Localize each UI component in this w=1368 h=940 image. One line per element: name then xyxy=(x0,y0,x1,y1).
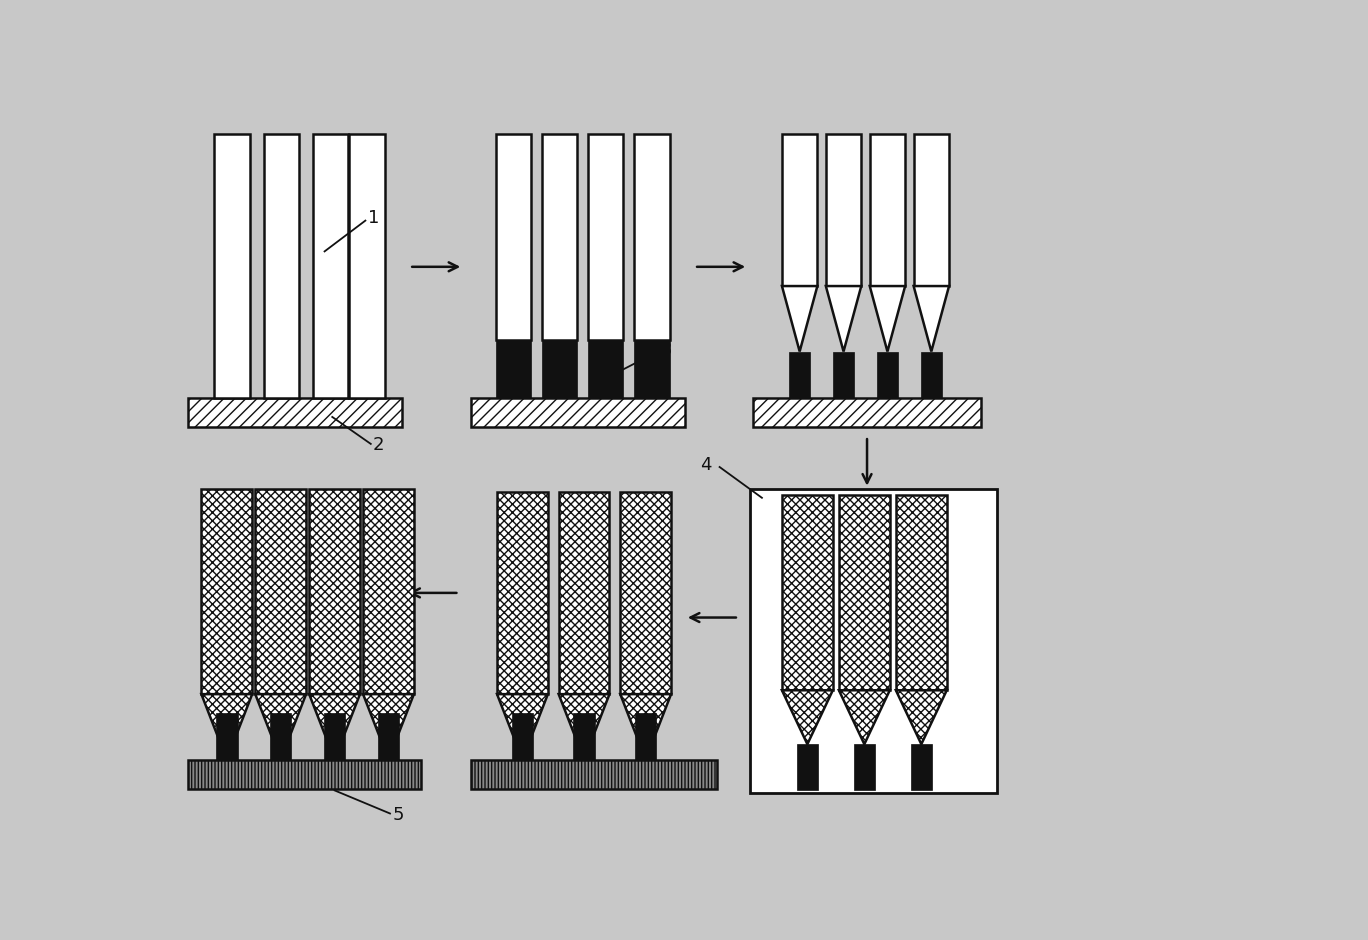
Text: 4: 4 xyxy=(700,457,711,475)
Bar xyxy=(189,398,402,427)
Bar xyxy=(256,489,306,694)
Bar xyxy=(269,713,291,760)
Bar xyxy=(558,492,610,694)
Bar xyxy=(877,352,899,398)
Bar xyxy=(573,713,595,760)
Bar xyxy=(914,134,949,286)
Polygon shape xyxy=(497,694,547,760)
Bar xyxy=(588,134,624,340)
Bar xyxy=(635,340,669,398)
Bar xyxy=(751,489,997,792)
Text: 1: 1 xyxy=(368,210,379,227)
Bar xyxy=(216,713,238,760)
Polygon shape xyxy=(782,286,817,352)
Bar xyxy=(378,713,399,760)
Polygon shape xyxy=(839,690,889,744)
Bar xyxy=(870,134,906,286)
Bar xyxy=(264,134,300,398)
Bar xyxy=(495,134,531,340)
Bar xyxy=(789,352,810,398)
Bar xyxy=(542,340,577,398)
Bar xyxy=(826,134,862,286)
Bar xyxy=(201,489,252,694)
Bar xyxy=(839,494,889,690)
Text: 5: 5 xyxy=(393,806,404,824)
Bar xyxy=(309,489,360,694)
Bar xyxy=(512,713,534,760)
Polygon shape xyxy=(782,690,833,744)
Polygon shape xyxy=(363,694,415,760)
Bar xyxy=(215,134,250,398)
Polygon shape xyxy=(914,286,949,352)
Bar xyxy=(635,713,657,760)
Bar xyxy=(896,494,947,690)
Bar xyxy=(363,489,415,694)
Text: 3: 3 xyxy=(661,341,672,359)
Text: 2: 2 xyxy=(373,436,384,454)
Bar xyxy=(497,492,547,694)
Bar xyxy=(324,713,345,760)
Polygon shape xyxy=(309,694,360,760)
Bar xyxy=(542,134,577,340)
Polygon shape xyxy=(620,694,672,760)
Bar xyxy=(471,398,685,427)
Bar xyxy=(833,352,855,398)
Bar xyxy=(911,744,932,791)
Bar xyxy=(588,340,624,398)
Polygon shape xyxy=(870,286,906,352)
Polygon shape xyxy=(826,286,862,352)
Bar xyxy=(620,492,672,694)
Bar xyxy=(754,398,981,427)
Bar xyxy=(796,744,818,791)
Bar xyxy=(495,340,531,398)
Polygon shape xyxy=(558,694,610,760)
Bar xyxy=(854,744,876,791)
Bar xyxy=(471,760,717,789)
Polygon shape xyxy=(896,690,947,744)
Bar xyxy=(921,352,943,398)
Bar xyxy=(189,760,421,789)
Bar xyxy=(782,494,833,690)
Bar xyxy=(313,134,349,398)
Bar xyxy=(782,134,817,286)
Bar xyxy=(635,134,669,340)
Bar xyxy=(349,134,384,398)
Polygon shape xyxy=(201,694,252,760)
Polygon shape xyxy=(256,694,306,760)
